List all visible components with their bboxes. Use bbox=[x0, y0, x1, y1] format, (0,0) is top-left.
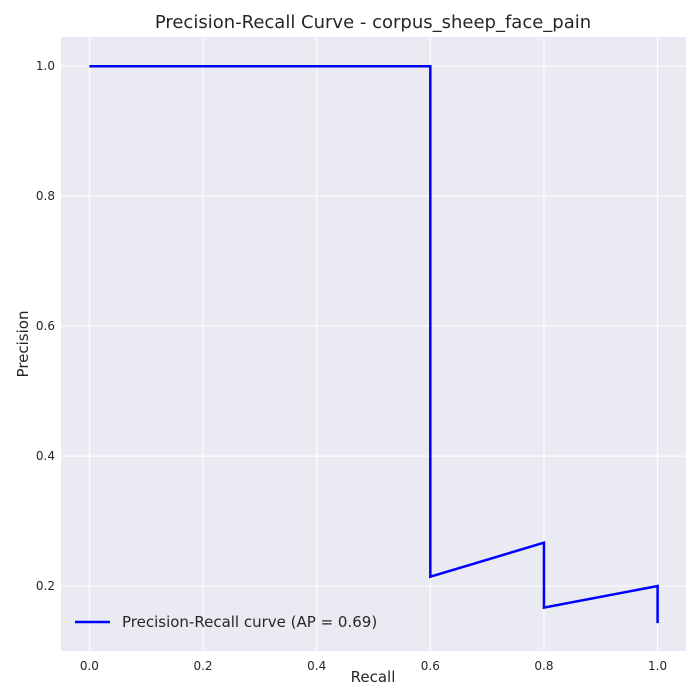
x-tick-label: 0.4 bbox=[307, 659, 326, 673]
x-tick-label: 0.0 bbox=[80, 659, 99, 673]
y-tick-label: 1.0 bbox=[36, 59, 55, 73]
y-tick-label: 0.6 bbox=[36, 319, 55, 333]
y-tick-label: 0.2 bbox=[36, 579, 55, 593]
x-tick-label: 0.6 bbox=[421, 659, 440, 673]
series-line bbox=[89, 64, 659, 624]
legend: Precision-Recall curve (AP = 0.69) bbox=[75, 613, 377, 631]
y-tick-label: 0.8 bbox=[36, 189, 55, 203]
y-axis-label: Precision bbox=[14, 311, 32, 378]
plot-area bbox=[61, 37, 686, 651]
x-axis-label: Recall bbox=[351, 668, 396, 686]
x-tick-label: 1.0 bbox=[648, 659, 667, 673]
y-tick-label: 0.4 bbox=[36, 449, 55, 463]
x-tick-label: 0.8 bbox=[534, 659, 553, 673]
x-tick-label: 0.2 bbox=[193, 659, 212, 673]
chart-title: Precision-Recall Curve - corpus_sheep_fa… bbox=[155, 12, 591, 33]
legend-label: Precision-Recall curve (AP = 0.69) bbox=[122, 613, 377, 631]
tick-labels: 0.0 0.2 0.4 0.6 0.8 1.0 0.2 0.4 0.6 0.8 1.0 bbox=[36, 59, 667, 673]
series-layer bbox=[89, 64, 659, 624]
